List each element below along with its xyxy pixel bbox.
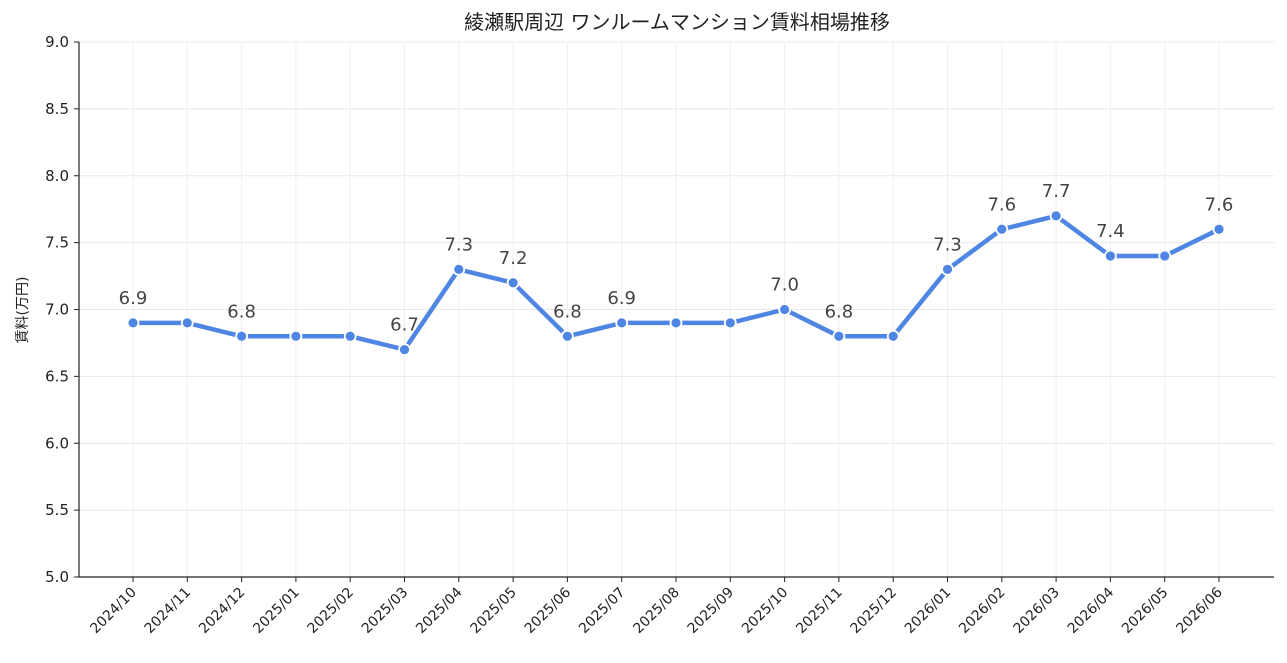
data-point xyxy=(289,329,303,343)
x-tick-label: 2026/04 xyxy=(1065,584,1118,637)
data-point xyxy=(561,329,574,343)
x-tick-label: 2024/10 xyxy=(87,585,139,637)
data-label: 7.4 xyxy=(1096,221,1125,242)
x-tick-label: 2025/02 xyxy=(305,585,357,637)
y-tick-label: 6.5 xyxy=(45,367,69,385)
x-tick-label: 2025/09 xyxy=(685,585,737,637)
y-tick-label: 8.5 xyxy=(45,100,69,118)
x-tick-label: 2025/05 xyxy=(467,585,519,637)
data-label: 6.8 xyxy=(553,301,582,322)
x-tick-label: 2025/11 xyxy=(793,585,845,637)
x-tick-label: 2025/06 xyxy=(522,584,575,637)
y-tick-label: 7.5 xyxy=(45,234,69,252)
data-point xyxy=(1212,222,1226,236)
x-tick-label: 2026/03 xyxy=(1010,585,1062,637)
x-tick-label: 2024/12 xyxy=(196,585,248,637)
data-point xyxy=(669,316,683,330)
data-label: 6.9 xyxy=(119,288,148,309)
data-label: 6.7 xyxy=(390,315,419,336)
data-point xyxy=(398,343,411,357)
x-tick-label: 2025/12 xyxy=(848,585,900,637)
data-labels: 6.9 6.8 6.7 7.3 7.2 6.8 6.9 7.0 6.8 7.3 7.6 7.7 7.4 7… xyxy=(119,181,1234,336)
x-tick-label: 2025/01 xyxy=(250,585,302,637)
data-label: 7.3 xyxy=(933,234,962,255)
data-point xyxy=(778,303,791,316)
data-label: 7.0 xyxy=(770,275,799,296)
data-point xyxy=(995,222,1009,236)
data-label: 7.7 xyxy=(1042,181,1071,202)
data-label: 7.2 xyxy=(499,248,528,269)
data-point xyxy=(180,316,194,330)
x-tick-label: 2026/01 xyxy=(902,585,954,637)
x-tick-label: 2025/04 xyxy=(413,584,466,637)
x-tick-label: 2025/10 xyxy=(739,585,791,637)
x-tick-label: 2024/11 xyxy=(142,585,194,637)
x-tick-label: 2025/08 xyxy=(630,585,682,637)
x-tick-label: 2026/02 xyxy=(956,585,1008,637)
data-point xyxy=(832,329,846,343)
y-ticks: 5.0 5.5 6.0 6.5 7.0 7.5 8.0 8.5 9.0 xyxy=(45,33,79,586)
data-point xyxy=(1104,249,1117,263)
chart-title: 綾瀬駅周辺 ワンルームマンション賃料相場推移 xyxy=(464,10,890,34)
data-label: 7.3 xyxy=(444,234,473,255)
data-point xyxy=(235,329,249,343)
data-point xyxy=(452,262,466,276)
x-tick-label: 2025/07 xyxy=(576,585,628,637)
y-tick-label: 8.0 xyxy=(45,167,69,185)
y-tick-label: 5.5 xyxy=(45,501,69,519)
x-tick-label: 2026/06 xyxy=(1173,584,1226,637)
data-point xyxy=(723,316,737,330)
y-tick-label: 7.0 xyxy=(45,301,69,319)
data-point xyxy=(1049,209,1063,223)
x-tick-label: 2026/05 xyxy=(1119,585,1171,637)
grid xyxy=(79,41,1274,578)
y-axis-label: 賃料(万円) xyxy=(15,277,31,344)
data-label: 6.8 xyxy=(227,301,256,322)
data-point xyxy=(615,316,629,330)
data-point xyxy=(941,262,954,276)
data-label: 6.9 xyxy=(607,288,636,309)
y-tick-label: 5.0 xyxy=(45,568,69,586)
data-label: 7.6 xyxy=(987,194,1016,215)
x-ticks: 2024/10 2024/11 2024/12 2025/01 2025/02 2025/… xyxy=(87,577,1226,637)
y-tick-label: 9.0 xyxy=(45,33,69,51)
x-tick-label: 2025/03 xyxy=(359,585,411,637)
data-point xyxy=(1158,249,1172,263)
y-tick-label: 6.0 xyxy=(45,434,69,452)
data-points xyxy=(126,209,1226,357)
data-label: 7.6 xyxy=(1205,194,1234,215)
data-point xyxy=(126,316,140,330)
data-point xyxy=(886,329,900,343)
data-point xyxy=(506,276,520,290)
data-point xyxy=(343,329,357,343)
data-label: 6.8 xyxy=(825,301,854,322)
